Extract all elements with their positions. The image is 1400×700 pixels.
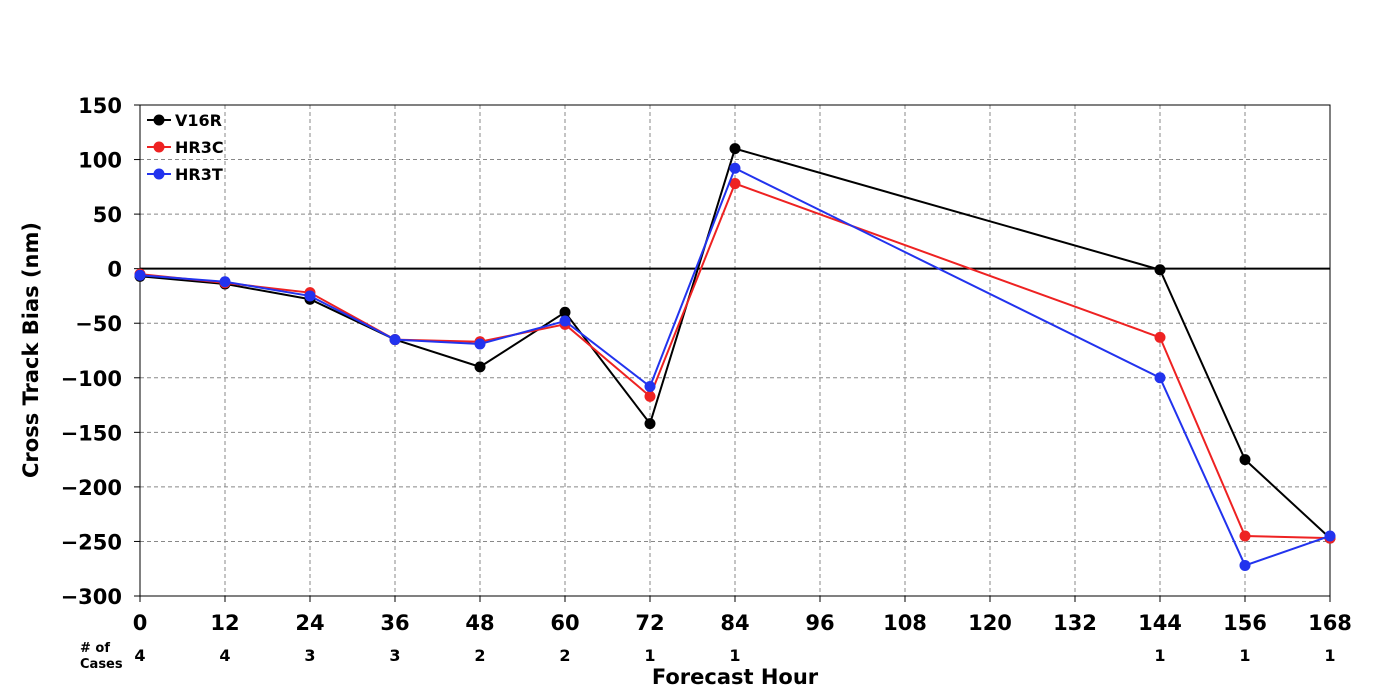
data-point-v16r [644, 418, 656, 430]
x-tick-label: 120 [968, 611, 1012, 635]
data-point-v16r [559, 306, 571, 318]
x-tick-label: 60 [550, 611, 579, 635]
x-tick-label: 168 [1308, 611, 1352, 635]
legend-label: HR3T [175, 165, 223, 184]
data-point-hr3c [1154, 331, 1166, 343]
y-tick-label: −200 [61, 476, 122, 500]
y-tick-label: −300 [61, 585, 122, 609]
x-tick-label: 12 [210, 611, 239, 635]
y-tick-label: −100 [61, 367, 122, 391]
data-point-v16r [1239, 454, 1251, 466]
legend-label: HR3C [175, 138, 224, 157]
x-tick-label: 144 [1138, 611, 1182, 635]
data-point-v16r [729, 143, 741, 155]
x-tick-label: 24 [295, 611, 324, 635]
cases-row: # of Cases 4 4 3 3 2 2 1 1 1 1 1 [80, 641, 1336, 672]
data-point-hr3t [389, 334, 401, 346]
case-count: 1 [1324, 646, 1335, 665]
case-count: 2 [474, 646, 485, 665]
legend-item-hr3t: HR3T [147, 165, 223, 184]
y-tick-label: −150 [61, 421, 122, 445]
x-tick-label: 48 [465, 611, 494, 635]
case-count: 2 [559, 646, 570, 665]
y-tick-label: 150 [78, 94, 122, 118]
case-count: 1 [729, 646, 740, 665]
x-tick-label: 84 [720, 611, 749, 635]
case-count: 4 [134, 646, 145, 665]
y-tick-label: −250 [61, 530, 122, 554]
data-point-hr3t [219, 276, 231, 288]
x-axis-label: Forecast Hour [652, 665, 819, 689]
x-tick-label: 156 [1223, 611, 1267, 635]
cases-label-line2: Cases [80, 657, 123, 672]
data-point-hr3t [474, 338, 486, 350]
data-point-hr3c [644, 390, 656, 402]
legend-label: V16R [175, 111, 222, 130]
data-point-hr3t [729, 162, 741, 174]
y-tick-label: 0 [107, 258, 122, 282]
case-count: 1 [1239, 646, 1250, 665]
legend-marker [153, 114, 165, 126]
x-tick-label: 36 [380, 611, 409, 635]
x-axis: 0 12 24 36 48 60 72 84 96 108 120 132 144 156 168 [133, 596, 1352, 635]
cases-label-line1: # of [80, 641, 110, 656]
data-point-hr3c [729, 178, 741, 190]
legend-marker [153, 168, 165, 180]
case-count: 1 [1154, 646, 1165, 665]
x-tick-label: 72 [635, 611, 664, 635]
grid [140, 105, 1330, 596]
y-tick-label: 100 [78, 149, 122, 173]
legend: V16R HR3C HR3T [147, 111, 224, 184]
x-tick-label: 96 [805, 611, 834, 635]
data-point-v16r [1154, 264, 1166, 276]
x-tick-label: 132 [1053, 611, 1097, 635]
data-point-hr3t [134, 269, 146, 281]
y-axis-label: Cross Track Bias (nm) [19, 222, 43, 478]
data-point-hr3t [559, 315, 571, 327]
x-tick-label: 108 [883, 611, 927, 635]
y-tick-label: −50 [75, 312, 122, 336]
data-point-hr3t [1239, 559, 1251, 571]
legend-marker [153, 141, 165, 153]
case-count: 3 [389, 646, 400, 665]
y-axis: 150 100 50 0 −50 −100 −150 −200 −250 −300 [61, 94, 140, 609]
series-hr3t [134, 162, 1336, 571]
data-point-v16r [474, 361, 486, 373]
series-layer [134, 143, 1336, 571]
case-count: 1 [644, 646, 655, 665]
data-point-hr3t [1154, 372, 1166, 384]
case-count: 4 [219, 646, 230, 665]
legend-item-hr3c: HR3C [147, 138, 224, 157]
data-point-hr3t [1324, 530, 1336, 542]
data-point-hr3t [644, 381, 656, 393]
x-tick-label: 0 [133, 611, 148, 635]
y-tick-label: 50 [93, 203, 122, 227]
data-point-hr3t [304, 290, 316, 302]
data-point-hr3c [1239, 530, 1251, 542]
case-count: 3 [304, 646, 315, 665]
legend-item-v16r: V16R [147, 111, 222, 130]
